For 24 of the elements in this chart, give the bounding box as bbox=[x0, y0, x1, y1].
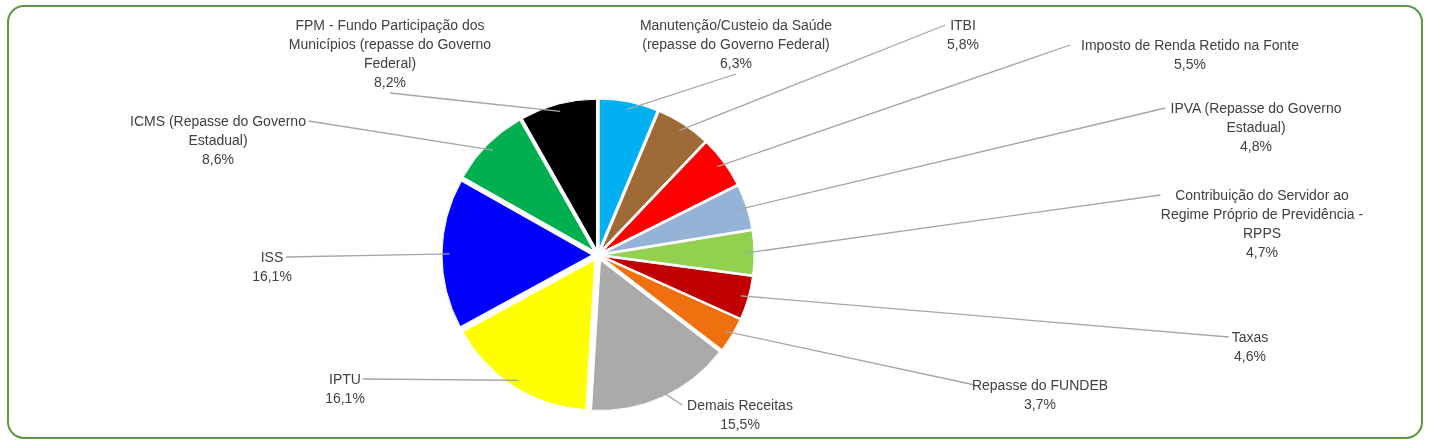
slice-label: Contribuição do Servidor ao Regime Próprio de Previdência - RPPS bbox=[1160, 187, 1364, 241]
slice-label: IPVA (Repasse do Governo Estadual) bbox=[1170, 100, 1342, 135]
data-label: 8,2% bbox=[374, 74, 406, 90]
slice-label: Imposto de Renda Retido na Fonte bbox=[1081, 37, 1300, 53]
data-label: 3,7% bbox=[1024, 396, 1056, 412]
data-label: 16,1% bbox=[325, 390, 365, 406]
slice-label: Demais Receitas bbox=[687, 397, 793, 413]
data-label: 8,6% bbox=[202, 151, 234, 167]
data-label: 4,6% bbox=[1234, 348, 1266, 364]
data-label: 5,5% bbox=[1174, 56, 1206, 72]
slice-label: IPTU bbox=[329, 371, 361, 387]
data-label: 16,1% bbox=[252, 268, 292, 284]
data-label: 5,8% bbox=[947, 36, 979, 52]
data-label: 6,3% bbox=[720, 55, 752, 71]
data-label: 4,8% bbox=[1240, 138, 1272, 154]
slice-label: FPM - Fundo Participação dos Municípios (repasse do Governo Federal) bbox=[288, 17, 492, 71]
slice-label: Manutenção/Custeio da Saúde (repasse do Governo Federal) bbox=[639, 17, 833, 52]
slice-label: ISS bbox=[260, 249, 284, 265]
slice-label: Repasse do FUNDEB bbox=[971, 377, 1109, 393]
data-label: 15,5% bbox=[720, 416, 760, 432]
data-label: 4,7% bbox=[1246, 244, 1278, 260]
slice-label: Taxas bbox=[1231, 329, 1269, 345]
slice-label: ICMS (Repasse do Governo Estadual) bbox=[130, 113, 307, 148]
slice-label: ITBI bbox=[950, 17, 976, 33]
